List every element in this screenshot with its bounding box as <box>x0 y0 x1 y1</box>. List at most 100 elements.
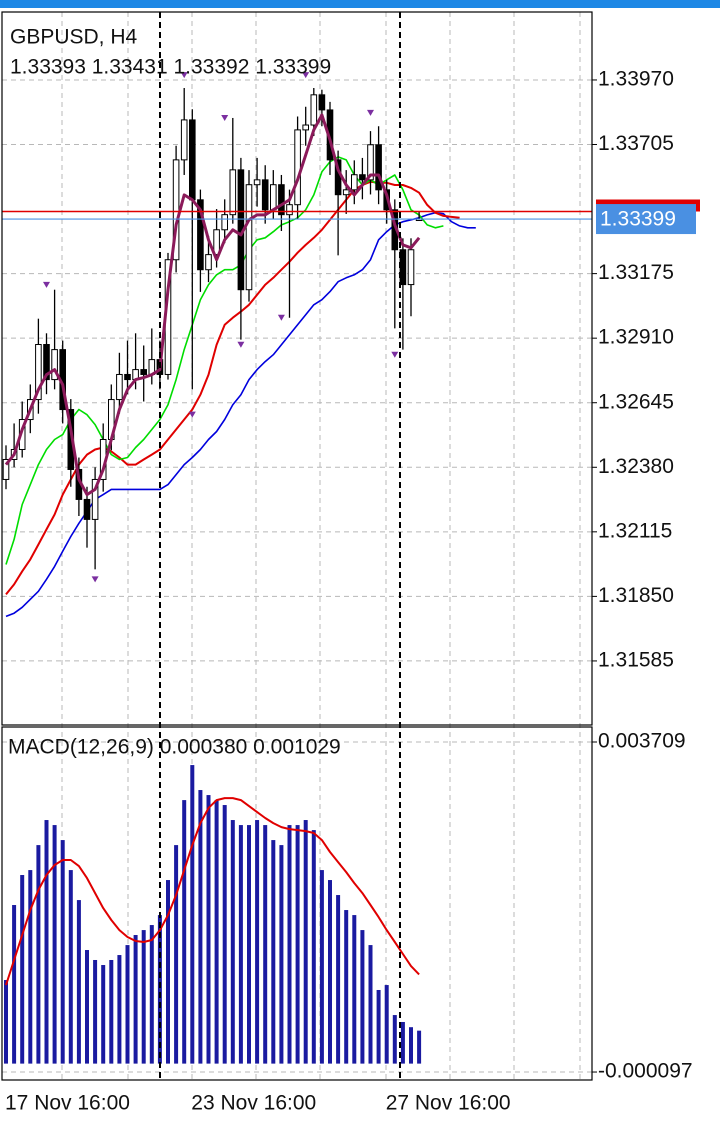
candle-body <box>91 478 99 520</box>
candle-body <box>278 184 285 216</box>
bid-label: 1.33399 <box>600 208 676 231</box>
macd-bar <box>409 1027 413 1064</box>
macd-bar <box>303 820 308 1064</box>
macd-bar <box>20 875 25 1064</box>
macd-bar <box>247 825 251 1064</box>
chart-subtitle: 1.33393 1.33431 1.33392 1.33399 <box>10 56 331 79</box>
chart-title: MACD(12,26,9) 0.000380 0.001029 <box>8 736 341 759</box>
macd-bar <box>311 830 316 1064</box>
fractal-down <box>237 341 245 348</box>
macd-bar <box>368 945 373 1064</box>
macd-bar <box>182 800 187 1064</box>
top-bar <box>0 0 720 8</box>
candle-body <box>367 144 374 181</box>
y-tick-label: 1.33175 <box>598 261 674 284</box>
candle-body <box>286 204 293 216</box>
candle-body <box>245 184 253 291</box>
macd-bar <box>352 915 357 1064</box>
candle-body <box>302 124 309 131</box>
macd-bar <box>85 950 89 1064</box>
macd-bar <box>336 895 341 1064</box>
vertical-grid <box>61 12 581 1080</box>
candle-body <box>221 214 228 231</box>
macd-bar <box>384 985 389 1064</box>
macd-bar <box>68 870 73 1064</box>
candle-body <box>294 129 301 206</box>
fractal-down <box>391 351 399 358</box>
macd-bar <box>60 840 65 1064</box>
macd-bar <box>344 910 349 1064</box>
macd-bar <box>52 825 57 1064</box>
macd-bar <box>222 805 227 1064</box>
macd-bar <box>295 825 300 1064</box>
fractal-up <box>221 114 229 121</box>
candle-body <box>261 179 269 211</box>
pane-frame <box>1 726 593 1081</box>
candle-body <box>359 174 366 181</box>
macd-bar <box>133 935 138 1064</box>
macd-bar <box>157 915 162 1064</box>
candle-body <box>2 458 10 480</box>
macd-bar <box>206 795 211 1064</box>
fractal-up <box>180 72 188 79</box>
y-tick-label: 0.003709 <box>598 730 686 753</box>
fractal-down <box>277 314 285 321</box>
moving-average <box>4 113 421 497</box>
y-tick-label: 1.32380 <box>598 455 674 478</box>
candle-body <box>213 229 220 256</box>
candle-body <box>351 174 358 191</box>
macd-bar <box>400 1021 405 1064</box>
candle-body <box>205 254 212 271</box>
macd-bar <box>76 900 81 1064</box>
macd-bar <box>392 1015 397 1064</box>
candle-body <box>375 144 382 191</box>
pane-frame <box>1 11 593 726</box>
fractal-down <box>188 411 196 418</box>
macd-bar <box>125 945 130 1064</box>
moving-average <box>5 180 460 596</box>
macd-bar <box>287 825 292 1064</box>
chart-title: GBPUSD, H4 <box>10 26 138 49</box>
candle-body <box>229 169 237 216</box>
fractal-down <box>91 576 99 583</box>
candle-body <box>407 249 415 286</box>
macd-bar <box>263 825 268 1064</box>
y-tick-label: -0.000097 <box>598 1060 693 1083</box>
candle-body <box>189 119 196 201</box>
macd-bar <box>238 825 243 1064</box>
macd-bar <box>190 765 195 1064</box>
macd-bar <box>93 959 98 1064</box>
fractal-up <box>367 109 374 116</box>
candle-body <box>342 189 350 196</box>
macd-bar <box>255 820 260 1064</box>
macd-bar <box>319 870 324 1064</box>
macd-bar <box>101 965 106 1064</box>
macd-bar <box>28 870 33 1064</box>
macd-bar <box>417 1030 422 1064</box>
y-tick-label: 1.31850 <box>598 584 674 607</box>
y-tick-label: 1.32645 <box>598 390 674 413</box>
y-tick-label: 1.33705 <box>598 132 674 155</box>
macd-bar <box>214 800 219 1064</box>
candle-body <box>83 498 91 520</box>
candle-body <box>318 94 326 111</box>
macd-bar <box>109 959 114 1064</box>
macd-bar <box>174 845 179 1064</box>
x-tick-label: 23 Nov 16:00 <box>191 1092 316 1115</box>
candle-body <box>116 373 123 401</box>
macd-bar <box>376 989 381 1064</box>
macd-bar <box>360 930 365 1064</box>
y-tick-label: 1.32910 <box>598 326 674 349</box>
macd-bar <box>279 845 284 1064</box>
x-tick-label: 27 Nov 16:00 <box>386 1092 511 1115</box>
macd-bar <box>117 955 122 1064</box>
y-tick-label: 1.33970 <box>598 68 674 91</box>
signal-line <box>5 797 420 986</box>
candle-body <box>43 344 50 381</box>
fractal-up <box>302 72 310 79</box>
macd-bar <box>230 820 235 1064</box>
candle-body <box>270 184 277 211</box>
macd-bar <box>4 980 8 1064</box>
y-tick-label: 1.32115 <box>598 519 672 542</box>
